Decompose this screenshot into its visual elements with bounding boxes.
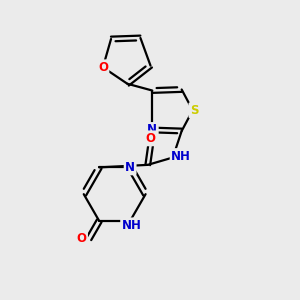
Text: N: N <box>125 161 135 174</box>
Text: O: O <box>76 232 86 245</box>
Text: NH: NH <box>122 219 142 232</box>
Text: NH: NH <box>171 149 191 163</box>
Text: N: N <box>147 124 157 136</box>
Text: S: S <box>190 104 198 117</box>
Text: O: O <box>98 61 108 74</box>
Text: O: O <box>146 132 156 145</box>
